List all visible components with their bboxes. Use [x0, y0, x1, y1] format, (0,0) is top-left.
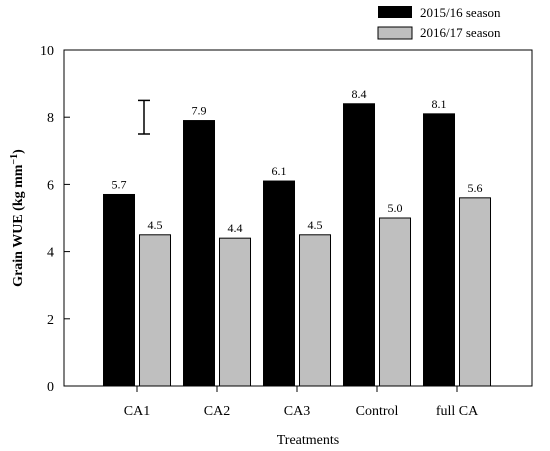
- category-label: full CA: [436, 404, 479, 419]
- bar-ca1-series-0: [103, 193, 136, 387]
- category-label: CA2: [204, 404, 230, 419]
- data-labels: 5.7 4.5 7.9 4.4 6.1 4.5 8.4 5.0 8.1 5.6: [112, 87, 483, 235]
- data-label: 4.4: [228, 221, 243, 235]
- bars: [103, 103, 492, 387]
- legend-label-2016-17: 2016/17 season: [420, 25, 501, 40]
- data-label: 7.9: [192, 104, 207, 118]
- error-bar: [138, 99, 150, 135]
- y-tick-label: 6: [47, 178, 54, 193]
- bar-control-series-1: [379, 217, 412, 387]
- plot-border: [63, 49, 533, 387]
- category-label: CA3: [284, 404, 310, 419]
- y-axis-title-superscript: −1: [9, 154, 20, 165]
- data-label: 5.0: [388, 201, 403, 215]
- bar-ca2-series-1: [219, 237, 252, 387]
- y-axis-title: Grain WUE (kg mm−1): [9, 149, 26, 287]
- y-tick-label: 4: [47, 246, 54, 261]
- y-tick-label: 0: [47, 380, 54, 395]
- y-axis-title-end: ): [11, 149, 26, 154]
- bar-control-series-0: [343, 103, 376, 387]
- category-label: Control: [356, 404, 399, 419]
- x-axis: CA1 CA2 CA3 Control full CA: [124, 386, 479, 419]
- data-label: 8.4: [352, 87, 367, 101]
- bar-full-ca-series-0: [423, 113, 456, 387]
- data-label: 4.5: [308, 218, 323, 232]
- data-label: 5.6: [468, 181, 483, 195]
- bar-ca1-series-1: [139, 234, 172, 387]
- y-tick-label: 8: [47, 111, 54, 126]
- data-label: 6.1: [272, 164, 287, 178]
- bar-ca3-series-1: [299, 234, 332, 387]
- legend-swatch-2015-16: [378, 6, 412, 18]
- y-axis: 0 2 4 6 8 10: [40, 44, 70, 395]
- data-label: 5.7: [112, 177, 127, 191]
- category-label: CA1: [124, 404, 150, 419]
- legend-label-2015-16: 2015/16 season: [420, 5, 501, 20]
- legend-swatch-2016-17: [377, 26, 413, 40]
- y-axis-title-main: Grain WUE (kg mm: [11, 164, 26, 287]
- bar-full-ca-series-1: [459, 197, 492, 387]
- y-tick-label: 10: [40, 44, 54, 59]
- bar-ca2-series-0: [183, 120, 216, 387]
- plot-frame: [63, 49, 533, 387]
- bar-ca3-series-0: [263, 180, 296, 387]
- data-label: 8.1: [432, 97, 447, 111]
- x-axis-title: Treatments: [277, 433, 339, 448]
- legend: 2015/16 season 2016/17 season: [377, 5, 501, 40]
- y-tick-label: 2: [47, 313, 54, 328]
- data-label: 4.5: [148, 218, 163, 232]
